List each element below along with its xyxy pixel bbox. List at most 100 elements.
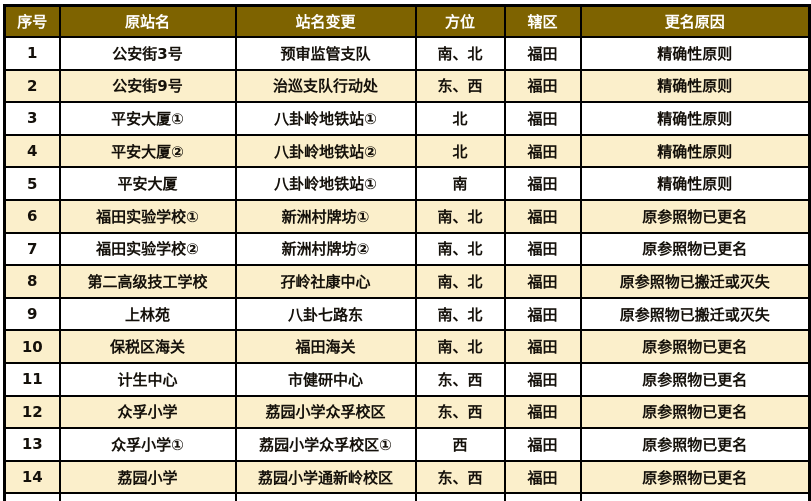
cell-orig: 福田实验学校① bbox=[58, 198, 237, 234]
cell-seq: 6 bbox=[3, 198, 61, 234]
cell-seq: 12 bbox=[3, 394, 61, 430]
cell-district: 福田 bbox=[503, 166, 582, 201]
cell-orig: 第二高级技工学校 bbox=[58, 264, 237, 299]
table-row: 4 平安大厦② 八卦岭地铁站② 北福田 精确性原则 bbox=[3, 133, 811, 169]
cell-reason: 原参照物已更名 bbox=[579, 361, 811, 397]
cell-empty bbox=[503, 492, 582, 501]
table-row: 14 荔园小学 荔园小学通新岭校区 东、西 福田 原参照物已更名 bbox=[3, 459, 811, 495]
table-row: 11 计生中心 市健研中心 东、西 福田 原参照物已更名 bbox=[3, 361, 811, 397]
column-header-dir: 方位 bbox=[414, 4, 506, 38]
cell-orig: 上林苑 bbox=[58, 296, 237, 332]
cell-changed: 预审监管支队 bbox=[234, 36, 417, 71]
column-header-district: 辖区 bbox=[503, 4, 582, 38]
cell-changed: 荔园小学众孚校区 bbox=[234, 394, 417, 430]
cell-district: 福田 bbox=[503, 296, 582, 332]
cell-reason: 原参照物已更名 bbox=[579, 459, 811, 495]
table-row: 13 众孚小学① 荔园小学众孚校区① 西福田 原参照物已更名 bbox=[3, 427, 811, 462]
table-header: 序号 原站名 站名变更 方位 辖区 更名原因 bbox=[3, 4, 811, 38]
cell-orig: 平安大厦① bbox=[58, 101, 237, 136]
cell-seq: 8 bbox=[3, 264, 61, 299]
cell-orig: 荔园小学 bbox=[58, 459, 237, 495]
cell-district: 福田 bbox=[503, 329, 582, 364]
cell-reason: 精确性原则 bbox=[579, 101, 811, 136]
cell-changed: 新洲村牌坊① bbox=[234, 198, 417, 234]
cell-orig: 众孚小学 bbox=[58, 394, 237, 430]
cell-dir: 南、北 bbox=[414, 264, 506, 299]
cell-seq: 11 bbox=[3, 361, 61, 397]
cell-changed: 荔园小学众孚校区① bbox=[234, 427, 417, 462]
cell-seq: 3 bbox=[3, 101, 61, 136]
cell-seq: 9 bbox=[3, 296, 61, 332]
cell-seq: 7 bbox=[3, 231, 61, 267]
cell-orig: 福田实验学校② bbox=[58, 231, 237, 267]
cell-district: 福田 bbox=[503, 427, 582, 462]
cell-dir: 东、西 bbox=[414, 361, 506, 397]
cell-changed: 市健研中心 bbox=[234, 361, 417, 397]
cell-seq: 5 bbox=[3, 166, 61, 201]
cell-seq: 14 bbox=[3, 459, 61, 495]
cell-empty bbox=[234, 492, 417, 501]
cell-seq: 4 bbox=[3, 133, 61, 169]
table-row: 10 保税区海关 福田海关 南、北 福田 原参照物已更名 bbox=[3, 329, 811, 364]
cell-changed: 治巡支队行动处 bbox=[234, 68, 417, 104]
cell-reason: 精确性原则 bbox=[579, 36, 811, 71]
cell-dir: 东、西 bbox=[414, 394, 506, 430]
cell-district: 福田 bbox=[503, 394, 582, 430]
cell-reason: 精确性原则 bbox=[579, 166, 811, 201]
table-row: 6 福田实验学校① 新洲村牌坊① 南、北 福田 原参照物已更名 bbox=[3, 198, 811, 234]
cell-district: 福田 bbox=[503, 459, 582, 495]
cell-dir: 南、北 bbox=[414, 231, 506, 267]
table-row: 9 上林苑 八卦七路东 南、北 福田 原参照物已搬迁或灭失 bbox=[3, 296, 811, 332]
column-header-changed: 站名变更 bbox=[234, 4, 417, 38]
cell-dir: 西 bbox=[414, 427, 506, 462]
table-row: 8 第二高级技工学校 孖岭社康中心 南、北 福田 原参照物已搬迁或灭失 bbox=[3, 264, 811, 299]
cell-dir: 南、北 bbox=[414, 36, 506, 71]
cell-orig: 公安街9号 bbox=[58, 68, 237, 104]
cell-empty bbox=[58, 492, 237, 501]
cell-changed: 八卦岭地铁站② bbox=[234, 133, 417, 169]
cell-dir: 东、西 bbox=[414, 68, 506, 104]
cell-empty bbox=[579, 492, 811, 501]
cell-seq: 2 bbox=[3, 68, 61, 104]
cell-dir: 东、西 bbox=[414, 459, 506, 495]
table-row: 7 福田实验学校② 新洲村牌坊② 南、北 福田 原参照物已更名 bbox=[3, 231, 811, 267]
cell-reason: 原参照物已更名 bbox=[579, 231, 811, 267]
cell-dir: 北 bbox=[414, 101, 506, 136]
cell-seq: 13 bbox=[3, 427, 61, 462]
cell-dir: 南、北 bbox=[414, 296, 506, 332]
cell-orig: 平安大厦② bbox=[58, 133, 237, 169]
cell-dir: 南、北 bbox=[414, 329, 506, 364]
cell-district: 福田 bbox=[503, 264, 582, 299]
cell-changed: 荔园小学通新岭校区 bbox=[234, 459, 417, 495]
cell-district: 福田 bbox=[503, 231, 582, 267]
cell-changed: 八卦岭地铁站① bbox=[234, 166, 417, 201]
cell-empty bbox=[414, 492, 506, 501]
table-row: 5 平安大厦 八卦岭地铁站① 南福田 精确性原则 bbox=[3, 166, 811, 201]
column-header-seq: 序号 bbox=[3, 4, 61, 38]
table-row: 2 公安街9号 治巡支队行动处 东、西 福田 精确性原则 bbox=[3, 68, 811, 104]
cell-orig: 平安大厦 bbox=[58, 166, 237, 201]
cell-changed: 八卦七路东 bbox=[234, 296, 417, 332]
cell-reason: 原参照物已更名 bbox=[579, 329, 811, 364]
cell-orig: 计生中心 bbox=[58, 361, 237, 397]
cell-district: 福田 bbox=[503, 101, 582, 136]
cell-reason: 原参照物已更名 bbox=[579, 394, 811, 430]
cell-district: 福田 bbox=[503, 133, 582, 169]
cell-reason: 原参照物已搬迁或灭失 bbox=[579, 296, 811, 332]
column-header-orig: 原站名 bbox=[58, 4, 237, 38]
cell-empty bbox=[3, 492, 61, 501]
table-row: 1 公安街3号 预审监管支队 南、北 福田 精确性原则 bbox=[3, 36, 811, 71]
cell-district: 福田 bbox=[503, 36, 582, 71]
cell-changed: 新洲村牌坊② bbox=[234, 231, 417, 267]
table-row-partial bbox=[3, 492, 811, 501]
cell-reason: 原参照物已搬迁或灭失 bbox=[579, 264, 811, 299]
cell-changed: 八卦岭地铁站① bbox=[234, 101, 417, 136]
cell-reason: 原参照物已更名 bbox=[579, 198, 811, 234]
cell-district: 福田 bbox=[503, 361, 582, 397]
cell-dir: 南、北 bbox=[414, 198, 506, 234]
cell-district: 福田 bbox=[503, 198, 582, 234]
cell-reason: 精确性原则 bbox=[579, 68, 811, 104]
cell-dir: 南 bbox=[414, 166, 506, 201]
cell-changed: 孖岭社康中心 bbox=[234, 264, 417, 299]
